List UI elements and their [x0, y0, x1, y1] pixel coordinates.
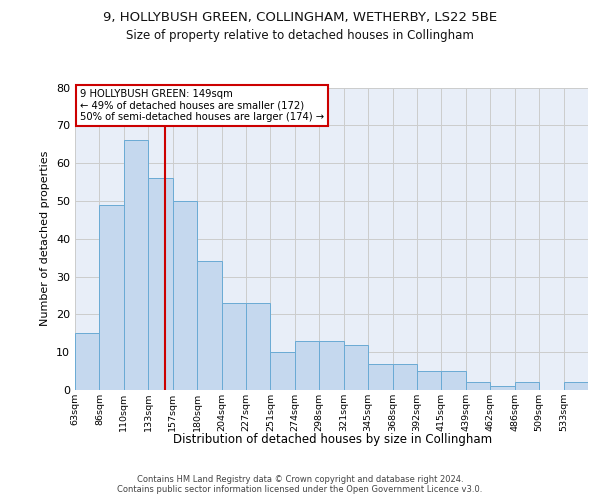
Bar [197, 262, 221, 390]
Bar [75, 334, 100, 390]
Bar [344, 344, 368, 390]
Bar [295, 341, 319, 390]
Bar [221, 303, 246, 390]
Y-axis label: Number of detached properties: Number of detached properties [40, 151, 50, 326]
Bar [148, 178, 173, 390]
Bar [271, 352, 295, 390]
Text: Contains HM Land Registry data © Crown copyright and database right 2024.
Contai: Contains HM Land Registry data © Crown c… [118, 474, 482, 494]
Bar [368, 364, 392, 390]
Bar [173, 201, 197, 390]
Bar [563, 382, 588, 390]
Bar [246, 303, 271, 390]
Bar [442, 371, 466, 390]
Bar [490, 386, 515, 390]
Text: Size of property relative to detached houses in Collingham: Size of property relative to detached ho… [126, 29, 474, 42]
Bar [392, 364, 417, 390]
Text: 9, HOLLYBUSH GREEN, COLLINGHAM, WETHERBY, LS22 5BE: 9, HOLLYBUSH GREEN, COLLINGHAM, WETHERBY… [103, 11, 497, 24]
Text: 9 HOLLYBUSH GREEN: 149sqm
← 49% of detached houses are smaller (172)
50% of semi: 9 HOLLYBUSH GREEN: 149sqm ← 49% of detac… [80, 89, 324, 122]
Bar [319, 341, 344, 390]
Text: Distribution of detached houses by size in Collingham: Distribution of detached houses by size … [173, 432, 493, 446]
Bar [100, 204, 124, 390]
Bar [466, 382, 490, 390]
Bar [124, 140, 148, 390]
Bar [515, 382, 539, 390]
Bar [417, 371, 442, 390]
